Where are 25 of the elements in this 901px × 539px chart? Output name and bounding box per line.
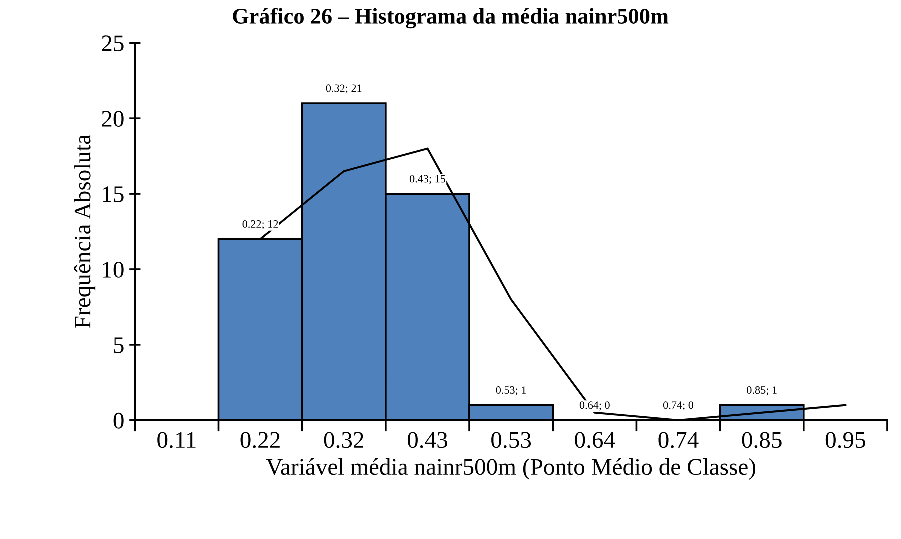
x-axis-title: Variável média nainr500m (Ponto Médio de Classe) [266,458,756,480]
data-label: 0.43; 15 [410,175,446,184]
x-tick-label: 0.11 [158,432,196,448]
data-label: 0.22; 12 [242,220,278,230]
data-label: 0.74; 0 [663,402,694,411]
x-tick-label: 0.95 [826,432,866,448]
y-tick-label: 15 [103,186,124,202]
x-tick-label: 0.74 [658,432,699,448]
x-tick-label: 0.22 [240,432,280,448]
y-tick-label: 25 [102,36,124,52]
y-tick-label: 0 [114,412,124,429]
data-label: 0.53; 1 [496,386,526,396]
y-tick-label: 10 [103,262,124,278]
data-label: 0.64; 0 [580,402,610,411]
x-tick-label: 0.53 [492,432,532,448]
y-tick-label: 5 [114,338,124,354]
data-label: 0.32; 21 [326,84,362,94]
x-tick-label: 0.32 [324,432,364,448]
y-axis-title: Frequência Absoluta [74,134,96,328]
data-label: 0.85; 1 [747,386,777,396]
chart-title: Gráfico 26 – Histograma da média nainr500m [233,8,669,29]
x-tick-label: 0.43 [408,432,448,448]
y-tick-label: 20 [102,111,124,128]
x-tick-label: 0.64 [575,432,616,448]
x-tick-label: 0.85 [742,432,782,448]
